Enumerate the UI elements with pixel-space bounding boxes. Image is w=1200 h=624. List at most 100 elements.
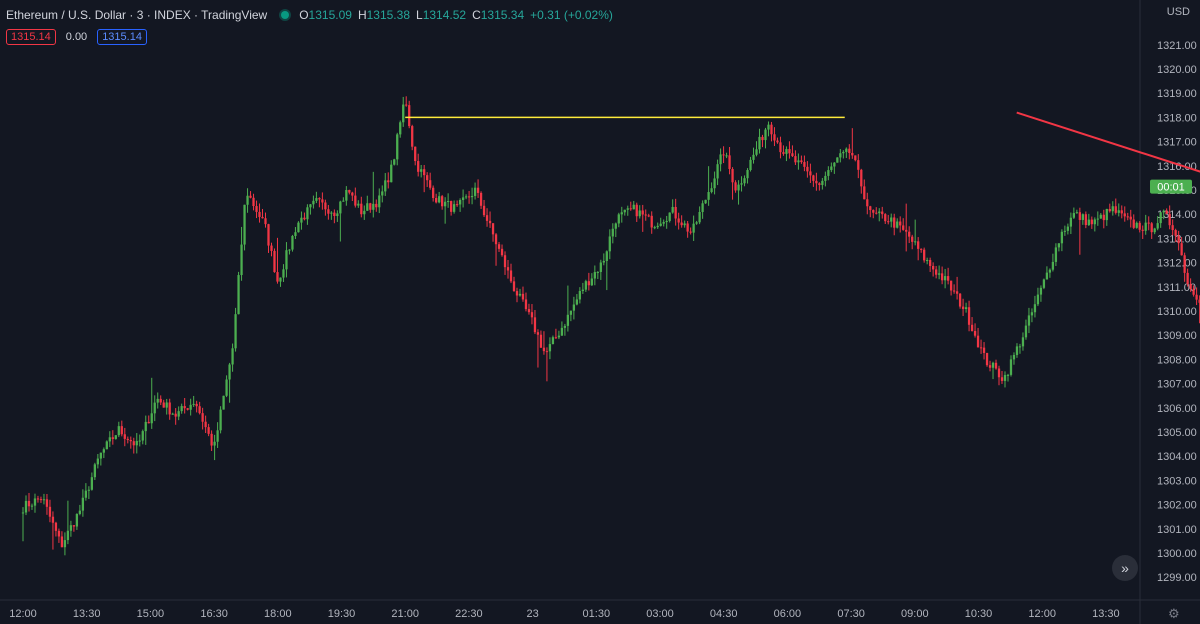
candle-body <box>333 212 336 217</box>
candle-body <box>497 244 501 249</box>
candle-body <box>216 430 219 442</box>
symbol-title[interactable]: Ethereum / U.S. Dollar · 3 · INDEX · Tra… <box>6 8 268 22</box>
candle-body <box>803 162 806 167</box>
candle-body <box>863 186 866 200</box>
price-tag-label: 00:01 <box>1157 182 1185 194</box>
candle-body <box>752 154 755 160</box>
candle-body <box>644 214 647 216</box>
candle-body <box>1027 315 1031 326</box>
candle-body <box>318 198 321 200</box>
candle-body <box>689 231 692 233</box>
candle-body <box>809 171 812 176</box>
low-label: L <box>416 8 423 22</box>
candle-body <box>970 324 974 331</box>
symbol-legend: Ethereum / U.S. Dollar · 3 · INDEX · Tra… <box>6 8 613 22</box>
candle-body <box>27 500 31 507</box>
candle-body <box>479 192 483 206</box>
candle-body <box>758 136 761 150</box>
x-tick-label: 07:30 <box>837 608 865 620</box>
candle-body <box>150 413 153 424</box>
candle-body <box>273 250 276 273</box>
candle-body <box>243 204 246 245</box>
candle-body <box>222 395 225 410</box>
buy-price-button[interactable]: 1315.14 <box>97 29 147 45</box>
candle-body <box>60 536 64 548</box>
candle-body <box>952 290 956 292</box>
candle-body <box>1075 212 1078 214</box>
y-tick-label: 1301.00 <box>1157 524 1197 536</box>
candle-body <box>542 347 546 352</box>
candle-body <box>443 201 447 207</box>
candle-body <box>674 206 677 219</box>
candle-body <box>426 175 429 181</box>
candle-body <box>1162 210 1165 213</box>
candle-body <box>135 440 138 446</box>
x-tick-label: 01:30 <box>583 608 611 620</box>
candle-body <box>821 180 824 186</box>
candle-body <box>590 278 593 286</box>
candle-body <box>210 433 213 446</box>
candle-body <box>656 225 659 228</box>
candle-body <box>800 160 803 163</box>
candle-body <box>1099 214 1102 219</box>
candle-body <box>902 225 905 230</box>
candle-body <box>258 211 261 217</box>
candle-body <box>452 204 456 212</box>
candle-body <box>964 307 968 310</box>
candle-body <box>348 189 351 193</box>
open-value: 1315.09 <box>308 8 352 22</box>
candle-body <box>776 140 779 143</box>
candle-body <box>132 441 135 446</box>
candle-body <box>743 178 746 184</box>
candle-body <box>929 260 932 266</box>
candle-body <box>384 180 387 192</box>
candle-body <box>988 365 992 368</box>
candle-body <box>734 182 737 191</box>
candle-body <box>1093 219 1096 225</box>
currency-selector[interactable]: USD <box>1166 6 1190 18</box>
candle-body <box>267 224 270 246</box>
sell-price-button[interactable]: 1315.14 <box>6 29 56 45</box>
trend-arrow-line[interactable] <box>1016 111 1200 261</box>
candle-body <box>857 160 860 170</box>
gear-icon[interactable]: ⚙ <box>1168 606 1180 621</box>
candle-body <box>491 223 495 235</box>
x-tick-label: 12:00 <box>9 608 37 620</box>
candle-body <box>87 489 91 491</box>
high-value: 1315.38 <box>366 8 410 22</box>
candle-body <box>303 217 306 220</box>
candle-body <box>336 213 339 217</box>
candle-body <box>402 104 405 123</box>
candle-body <box>611 228 614 237</box>
candle-body <box>908 231 911 237</box>
candle-body <box>764 129 767 141</box>
candle-body <box>393 159 396 165</box>
candle-body <box>875 212 878 214</box>
x-tick-label: 22:30 <box>455 608 483 620</box>
candle-body <box>177 411 180 417</box>
candle-body <box>881 211 884 215</box>
candle-body <box>69 525 73 531</box>
candle-body <box>342 200 345 202</box>
candle-body <box>1144 222 1147 231</box>
double-chevron-right-icon[interactable]: » <box>1112 555 1138 581</box>
y-tick-label: 1307.00 <box>1157 379 1197 391</box>
candle-body <box>1042 279 1046 288</box>
y-tick-label: 1316.00 <box>1157 161 1197 173</box>
candle-body <box>488 220 492 224</box>
candle-body <box>1072 213 1076 218</box>
candle-body <box>108 437 111 442</box>
candle-body <box>363 210 366 215</box>
candle-body <box>180 406 183 412</box>
candle-body <box>506 267 510 271</box>
candle-body <box>557 335 561 338</box>
candle-body <box>99 452 102 459</box>
candle-body <box>647 215 650 217</box>
candle-body <box>560 327 564 336</box>
candle-body <box>96 458 99 465</box>
y-tick-label: 1305.00 <box>1157 427 1197 439</box>
candle-body <box>515 291 519 296</box>
candle-body <box>770 124 773 135</box>
